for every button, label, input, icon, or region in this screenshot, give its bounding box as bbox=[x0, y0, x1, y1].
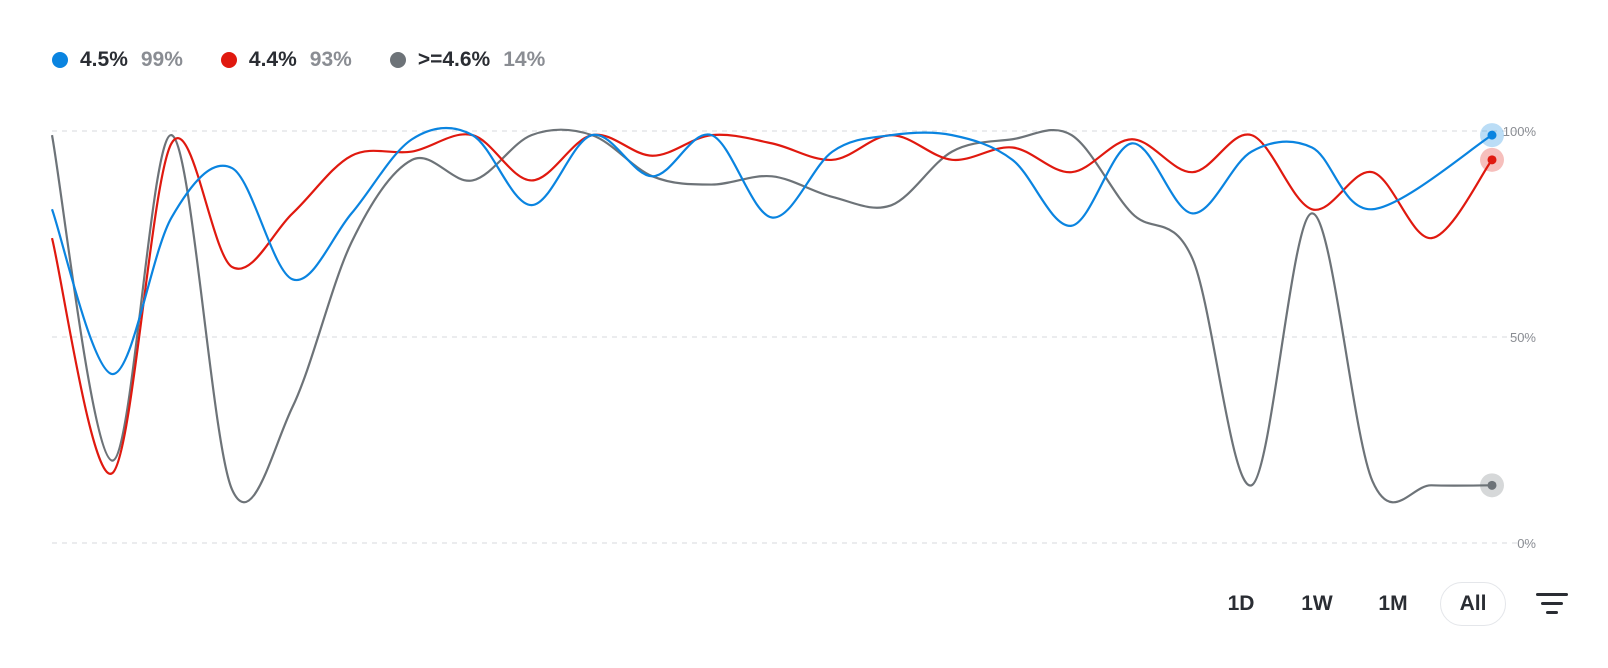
legend-name: 4.5% bbox=[80, 48, 128, 71]
endpoint-dot-4-6 bbox=[1487, 480, 1497, 490]
range-button-1m[interactable]: 1M bbox=[1364, 582, 1422, 626]
legend-dot-icon bbox=[52, 52, 68, 68]
legend-item-4-4[interactable]: 4.4% 93% bbox=[220, 48, 352, 72]
y-tick-label: 100% bbox=[1503, 124, 1537, 139]
legend-value: 99% bbox=[140, 48, 183, 71]
y-tick-label: 50% bbox=[1510, 330, 1536, 345]
filter-lines-icon[interactable] bbox=[1532, 582, 1572, 626]
legend-value: 14% bbox=[503, 48, 546, 71]
series-line-4-5 bbox=[50, 126, 1493, 376]
legend-item-4-5[interactable]: 4.5% 99% bbox=[52, 48, 183, 72]
legend-item-4-6-plus[interactable]: >=4.6% 14% bbox=[389, 48, 546, 72]
legend-value: 93% bbox=[309, 48, 352, 71]
legend-name: 4.4% bbox=[248, 48, 297, 71]
chart-legend: 4.5% 99% 4.4% 93% >=4.6% 14% bbox=[52, 48, 545, 72]
legend-dot-icon bbox=[220, 52, 237, 68]
y-tick-label: 0% bbox=[1517, 536, 1536, 551]
legend-name: >=4.6% bbox=[417, 48, 491, 71]
legend-dot-icon bbox=[389, 52, 406, 68]
endpoint-dot-4-5 bbox=[1487, 130, 1497, 140]
range-button-1d[interactable]: 1D bbox=[1212, 582, 1270, 626]
series-line-4-6 bbox=[50, 128, 1493, 504]
series-line-4-4 bbox=[50, 133, 1493, 475]
range-button-all[interactable]: All bbox=[1440, 582, 1506, 626]
time-range-selector: 1D 1W 1M All bbox=[1212, 582, 1572, 626]
endpoint-dot-4-4 bbox=[1487, 155, 1497, 165]
range-button-1w[interactable]: 1W bbox=[1288, 582, 1346, 626]
